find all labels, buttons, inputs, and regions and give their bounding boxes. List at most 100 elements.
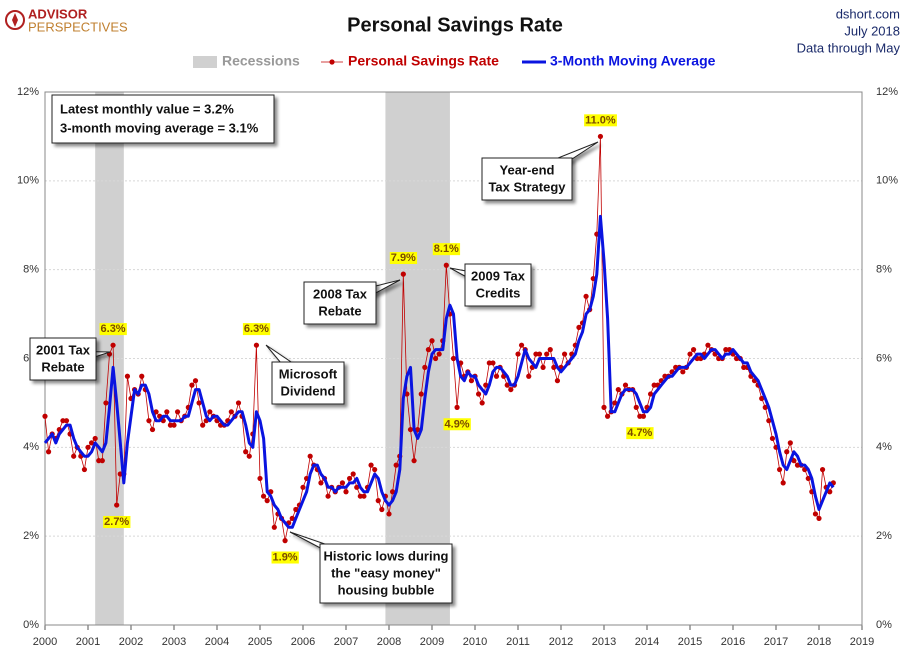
y-tick-label: 12% [17,86,39,98]
y2-tick-label: 6% [876,352,892,364]
data-point [515,351,521,357]
value-label-bg [103,515,131,528]
data-point [647,391,654,397]
data-point [300,484,306,490]
data-point [780,480,786,486]
data-point [533,351,539,357]
x-tick-label: 2004 [205,636,229,648]
data-point [350,471,356,477]
data-point [762,404,768,410]
data-point [124,373,131,379]
data-point [518,342,525,348]
callout-text: Year-end [500,162,555,177]
data-point [787,440,793,446]
data-point [483,382,489,388]
data-point [547,347,553,353]
data-point [418,391,424,397]
data-point [493,373,500,379]
callout-text: Historic lows during [324,548,449,563]
data-point [139,373,145,379]
data-point [432,355,439,362]
callout-cover [303,378,313,388]
callout-text: 2009 Tax [471,268,526,283]
data-point [400,271,406,277]
callout-text: Tax Strategy [488,179,566,194]
data-point [544,351,550,357]
value-label-bg [389,252,418,265]
data-point [651,382,657,388]
data-point [454,404,460,410]
data-point [174,409,181,415]
data-point [504,382,510,388]
callout-text: Dividend [281,383,336,398]
data-point [264,498,270,504]
data-point [81,466,88,473]
data-point [192,378,199,384]
data-point [103,400,109,406]
data-point [429,338,435,344]
source: July 2018 [844,23,900,38]
legend-swatch [193,56,217,68]
data-point [368,462,374,468]
data-point [680,369,686,375]
callout-cover [524,173,530,185]
data-point [436,351,442,357]
data-point [146,418,152,424]
data-point [468,378,475,384]
x-tick-label: 2009 [420,636,444,648]
data-point [633,404,639,410]
value-label: 4.7% [627,427,652,439]
x-tick-label: 2001 [76,636,100,648]
y-tick-label: 2% [23,530,39,542]
y2-tick-label: 2% [876,530,892,542]
data-point [318,480,324,486]
callout-cover [62,352,64,366]
data-point [827,489,833,495]
callout-cover [495,278,501,292]
data-point [536,351,543,357]
data-point [96,458,102,464]
logo-icon [12,13,18,27]
data-point [805,475,811,482]
data-point [200,422,206,428]
data-point [741,364,747,370]
data-point [386,511,392,517]
x-tick-label: 2002 [119,636,143,648]
data-point [640,413,647,419]
data-point [45,449,52,455]
x-tick-label: 2007 [334,636,358,648]
x-tick-label: 2015 [678,636,702,648]
y2-tick-label: 12% [876,86,898,98]
callout-text: 2008 Tax [313,286,368,301]
data-point [784,449,790,455]
data-point [415,426,421,433]
data-point [690,347,697,353]
logo-icon [5,10,25,30]
data-point [343,489,349,495]
info-text: 3-month moving average = 3.1% [60,120,259,135]
data-point [246,453,252,459]
moving-average-line [43,214,835,529]
data-point [597,133,604,140]
chart-title: Personal Savings Rate [347,14,563,36]
data-point [576,324,582,331]
data-point [346,475,353,482]
x-tick-label: 2013 [592,636,616,648]
y2-tick-label: 8% [876,264,892,276]
data-point [375,498,381,504]
data-point [508,386,514,393]
y2-tick-label: 10% [876,175,898,187]
callout-text: housing bubble [338,582,435,597]
data-point [228,409,234,415]
legend-swatch [329,59,335,65]
value-label-bg [271,551,299,564]
data-point [687,351,693,357]
data-point [71,453,77,459]
value-label-bg [584,114,617,127]
y-tick-label: 8% [23,264,39,276]
x-tick-label: 2011 [506,636,530,648]
x-tick-label: 2008 [377,636,401,648]
data-point [612,400,618,406]
legend-label: Personal Savings Rate [348,53,499,69]
